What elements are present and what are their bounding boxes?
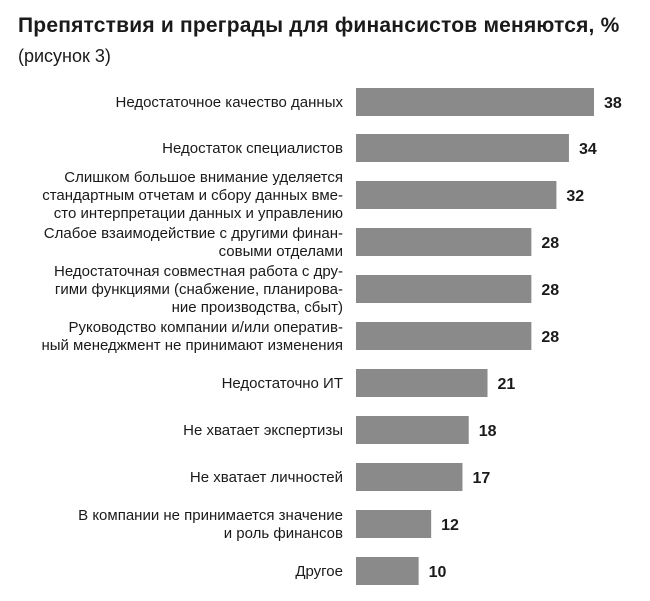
category-label-10: Другое [295,563,343,580]
value-label-8: 17 [472,470,490,487]
category-label-5: Руководство компании и/или оператив-ный … [41,319,343,354]
bar-0 [356,88,594,116]
value-label-9: 12 [441,517,459,534]
chart-title: Препятствия и преграды для финансистов м… [18,14,620,37]
category-label-3: Слабое взаимодействие с другими финан-со… [44,225,343,260]
chart-subtitle: (рисунок 3) [18,46,111,66]
value-label-0: 38 [604,95,622,112]
bar-5 [356,322,532,350]
bar-7 [356,416,469,444]
value-label-3: 28 [541,235,559,252]
bar-4 [356,275,532,303]
bar-1 [356,134,569,162]
value-label-2: 32 [566,188,584,205]
bar-3 [356,228,532,256]
value-label-10: 10 [429,564,447,581]
value-label-6: 21 [498,376,516,393]
bar-9 [356,510,432,538]
category-label-9: В компании не принимается значение и роль… [78,507,343,542]
bar-10 [356,557,419,585]
bar-2 [356,181,557,209]
category-label-6: Недостаточно ИТ [222,375,343,392]
category-label-4: Недостаточная совместная работа с дру-ги… [54,263,343,316]
category-label-0: Недостаточное качество данных [115,94,343,111]
value-label-4: 28 [541,282,559,299]
category-label-8: Не хватает личностей [190,469,343,486]
category-label-1: Недостаток специалистов [162,140,343,157]
value-label-5: 28 [541,329,559,346]
value-label-7: 18 [479,423,497,440]
category-label-7: Не хватает экспертизы [183,422,343,439]
bar-6 [356,369,488,397]
category-label-2: Слишком большое внимание уделяется станда… [42,169,343,222]
bar-8 [356,463,463,491]
value-label-1: 34 [579,141,597,158]
